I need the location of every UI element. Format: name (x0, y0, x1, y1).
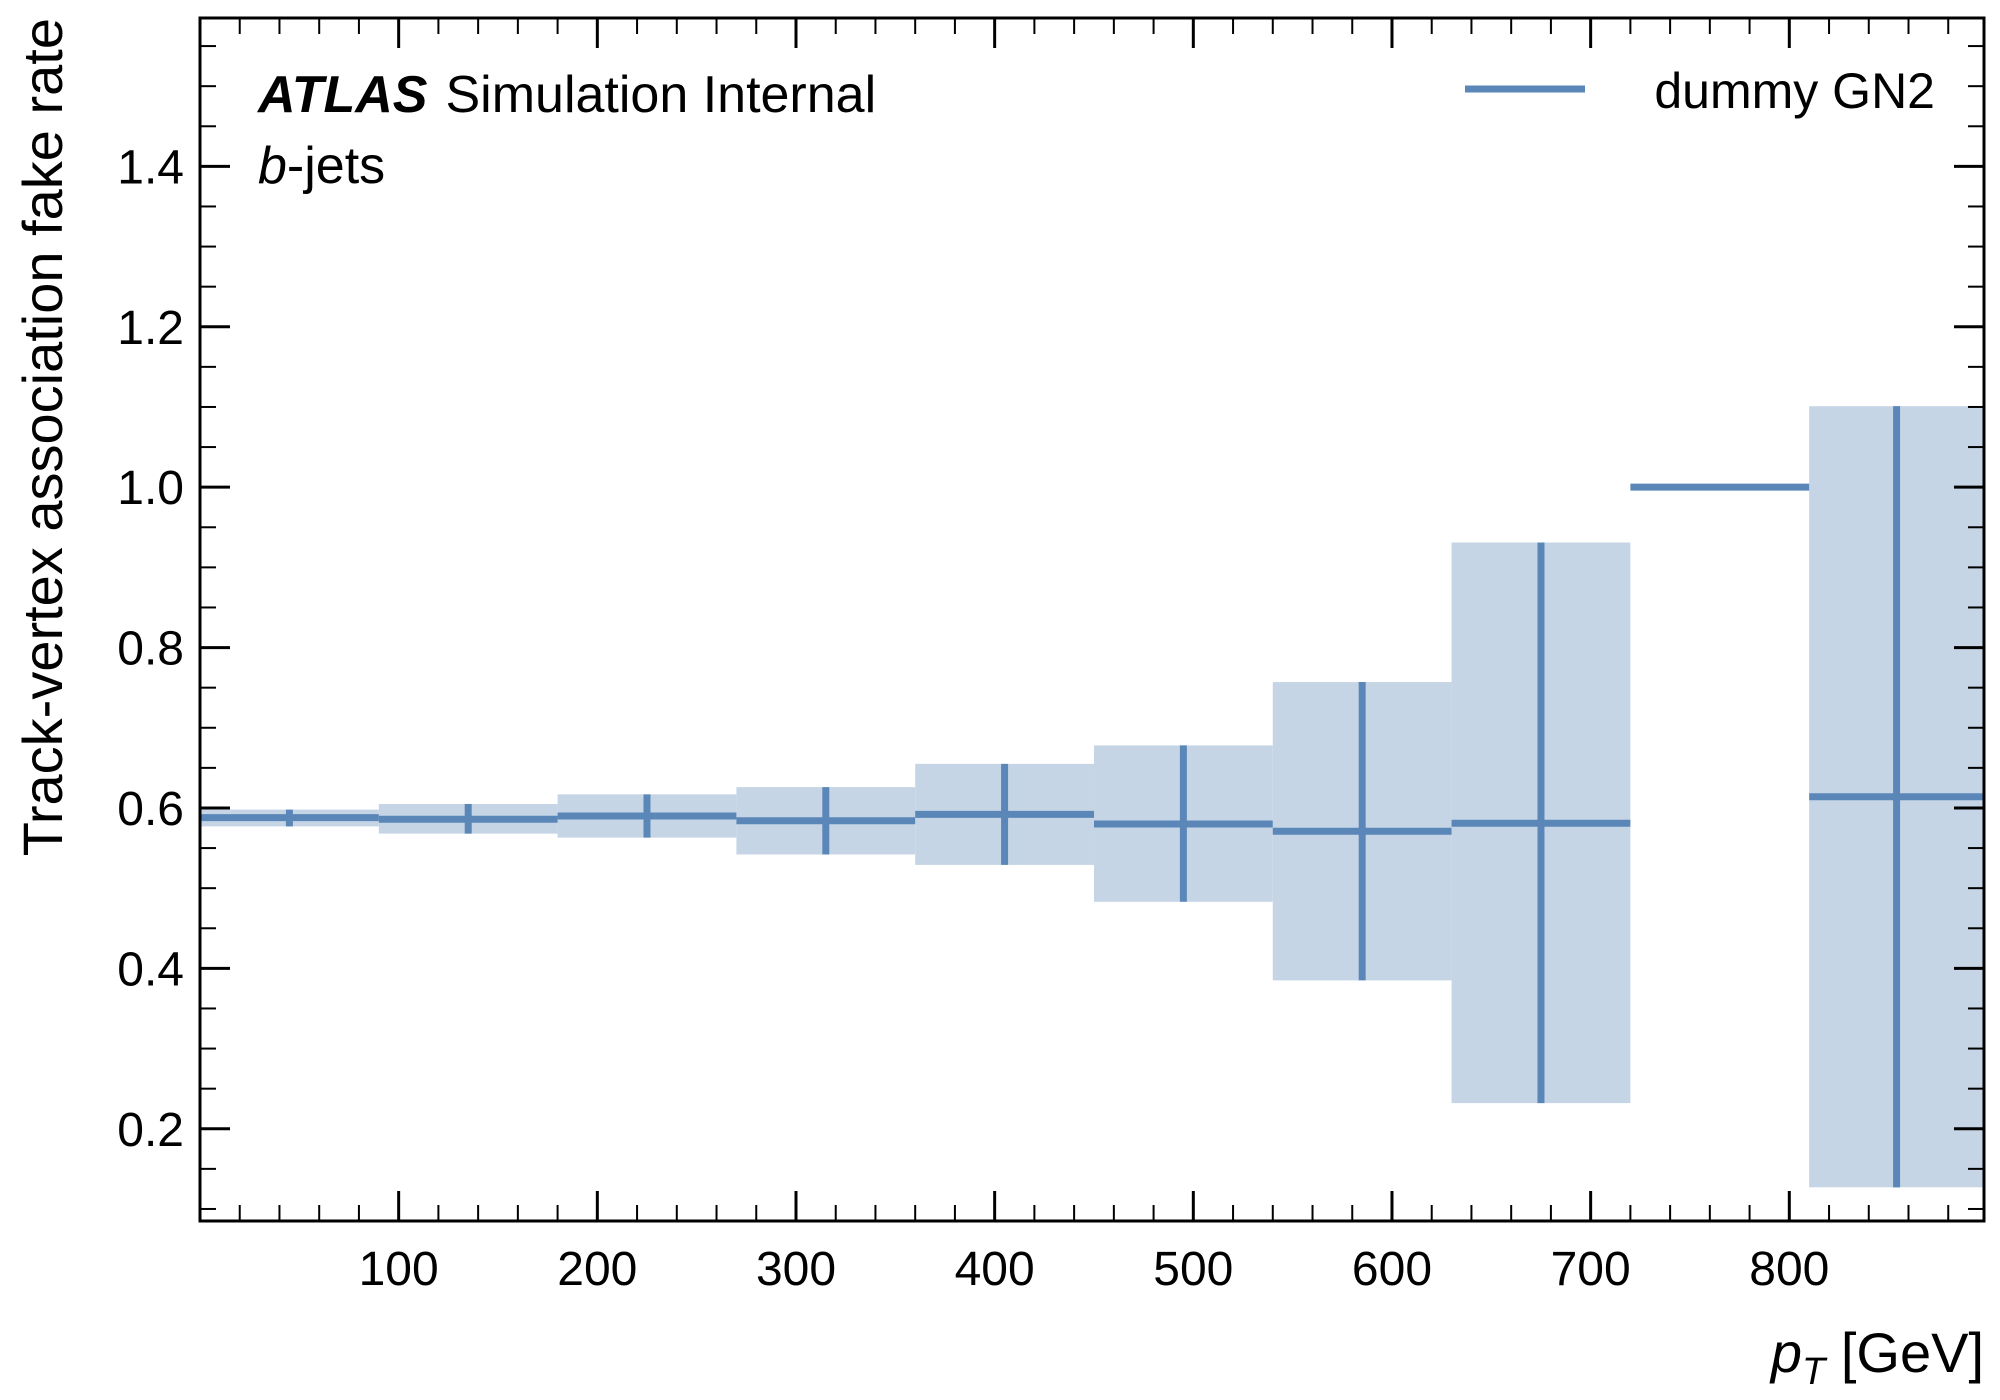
y-tick-label: 0.2 (117, 1104, 184, 1157)
y-tick-label: 1.2 (117, 302, 184, 355)
atlas-experiment-text: ATLAS (256, 66, 428, 124)
selection-symbol: b (258, 137, 287, 195)
y-tick-label: 0.4 (117, 943, 184, 996)
y-tick-label: 1.4 (117, 141, 184, 194)
x-axis-label: pT [GeV] (1769, 1321, 1984, 1393)
selection-suffix: -jets (287, 137, 385, 195)
x-tick-label: 500 (1153, 1243, 1233, 1296)
x-tick-label: 100 (359, 1243, 439, 1296)
x-axis-label-symbol: p (1769, 1321, 1802, 1384)
y-axis-label: Track-vertex association fake rate (11, 18, 74, 856)
y-tick-label: 1.0 (117, 462, 184, 515)
x-tick-label: 400 (955, 1243, 1035, 1296)
x-tick-label: 800 (1749, 1243, 1829, 1296)
plot-frame (198, 16, 1986, 1223)
atlas-status-text: Simulation Internal (445, 66, 876, 124)
legend: dummy GN2 (1465, 63, 1935, 119)
axis-ticks (200, 18, 1984, 1221)
x-axis-label-subscript: T (1802, 1351, 1828, 1393)
atlas-label: ATLAS Simulation Internal (256, 66, 876, 124)
y-tick-label: 0.6 (117, 783, 184, 836)
selection-label: b-jets (258, 137, 385, 195)
x-tick-label: 200 (557, 1243, 637, 1296)
x-tick-label: 300 (756, 1243, 836, 1296)
tick-labels: 100 200 300 400 500 600 700 800 0.2 0.4 0.6 0.8 1.0 1… (117, 141, 1829, 1296)
y-tick-label: 0.8 (117, 623, 184, 676)
legend-label: dummy GN2 (1654, 63, 1935, 119)
x-tick-label: 700 (1551, 1243, 1631, 1296)
error-bars (285, 406, 1901, 1188)
x-axis-label-unit: [GeV] (1825, 1321, 1984, 1384)
x-tick-label: 600 (1352, 1243, 1432, 1296)
